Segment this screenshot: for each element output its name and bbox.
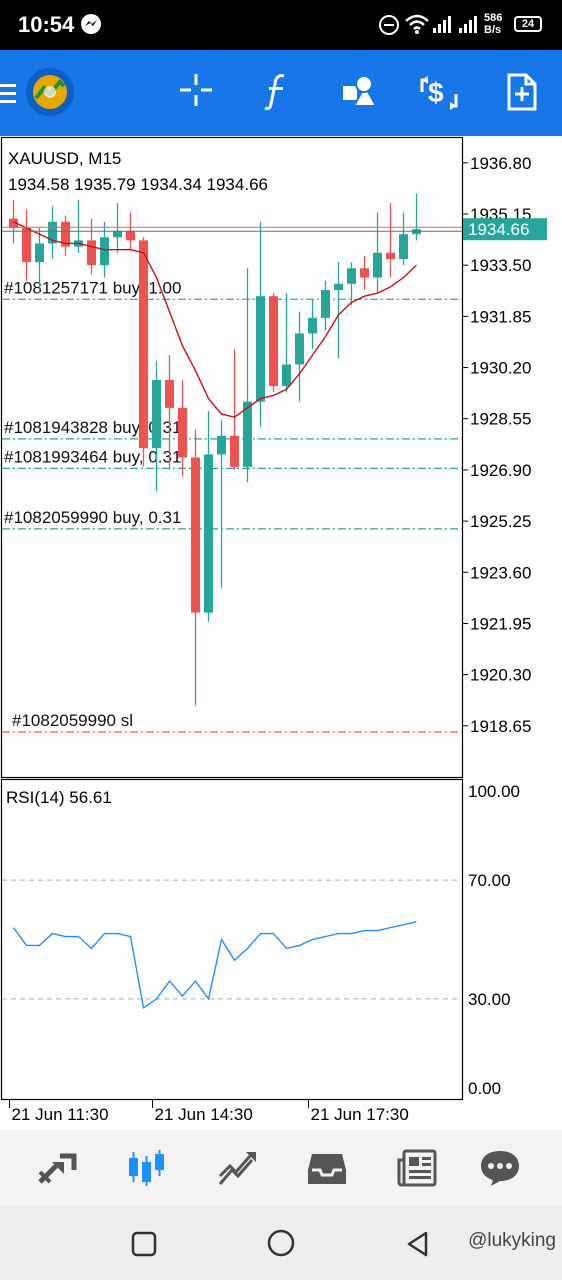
- candle-body: [386, 252, 395, 259]
- candle-body: [360, 268, 369, 278]
- time-label: 21 Jun 17:30: [311, 1105, 409, 1124]
- symbol-label: XAUUSD, M15: [8, 149, 121, 168]
- candle-body: [165, 379, 174, 408]
- price-chart[interactable]: #1081257171 buy, 1.00 #1081943828 buy, 0.…: [0, 136, 562, 1130]
- back-icon[interactable]: [404, 1230, 432, 1258]
- menu-icon[interactable]: [0, 82, 18, 106]
- price-level-label: 1921.95: [470, 614, 531, 633]
- order-label: #1081943828 buy, 0.31: [4, 418, 181, 437]
- rsi-line: [12, 920, 417, 1009]
- bottom-navigation: [0, 1130, 562, 1206]
- candle-body: [178, 407, 187, 458]
- candle-body: [48, 221, 57, 244]
- new-order-icon[interactable]: [506, 72, 538, 112]
- candle-body: [347, 268, 356, 284]
- network-speed: 586 B/s: [484, 12, 502, 36]
- candle-body: [126, 231, 135, 241]
- time-label: 21 Jun 11:30: [12, 1105, 109, 1124]
- candle-body: [295, 333, 304, 365]
- candle-body: [282, 364, 291, 387]
- time-label: 21 Jun 14:30: [155, 1105, 253, 1124]
- watermark: @lukyking: [468, 1230, 556, 1251]
- order-label: #1081257171 buy, 1.00: [4, 278, 181, 297]
- candle-body: [373, 252, 382, 278]
- candle-body: [113, 231, 122, 238]
- current-price-label: 1934.66: [468, 220, 529, 239]
- rsi-frame: [0, 778, 464, 1101]
- signal-icon-2: [459, 16, 477, 33]
- candle-body: [87, 240, 96, 266]
- rsi-level-label: 0.00: [468, 1079, 501, 1098]
- candle-body: [308, 317, 317, 334]
- candle-body: [22, 227, 31, 263]
- candle-body: [35, 243, 44, 263]
- candle-body: [191, 457, 200, 613]
- rsi-level-label: 100.00: [468, 782, 520, 801]
- rsi-level-label: 70.00: [468, 871, 511, 890]
- candle-body: [152, 379, 161, 449]
- price-level-label: 1936.80: [470, 154, 531, 173]
- chat-icon[interactable]: [478, 1148, 522, 1188]
- price-level-label: 1928.55: [470, 410, 531, 429]
- status-bar: 10:54 586 B/s 24: [0, 0, 562, 50]
- trade-history-icon[interactable]: [216, 1148, 258, 1188]
- wifi-icon: [405, 14, 429, 34]
- price-level-label: 1931.85: [470, 307, 531, 326]
- crosshair-icon[interactable]: [178, 72, 214, 108]
- candle-body: [204, 454, 213, 613]
- candle-body: [100, 237, 109, 266]
- rsi-label: RSI(14) 56.61: [6, 788, 112, 807]
- objects-icon[interactable]: [340, 72, 380, 112]
- price-level-label: 1925.25: [470, 512, 531, 531]
- candle-body: [139, 240, 148, 449]
- order-label: #1082059990 buy, 0.31: [4, 508, 181, 527]
- candle-body: [243, 401, 252, 467]
- price-level-label: 1923.60: [470, 563, 531, 582]
- quotes-icon[interactable]: [36, 1148, 78, 1188]
- battery-indicator: 24: [514, 16, 542, 32]
- ohlc-label: 1934.58 1935.79 1934.34 1934.66: [8, 175, 268, 194]
- price-level-label: 1930.20: [470, 359, 531, 378]
- net-speed-unit: B/s: [484, 24, 502, 36]
- moving-average-line: [13, 221, 417, 418]
- candle-body: [321, 289, 330, 318]
- candle-body: [256, 296, 265, 402]
- system-navigation-bar: @lukyking: [0, 1206, 562, 1280]
- candle-body: [269, 296, 278, 387]
- svg-text:$: $: [428, 77, 444, 108]
- main-chart-frame: [0, 136, 464, 779]
- chart-icon[interactable]: [126, 1148, 168, 1188]
- price-level-label: 1926.90: [470, 461, 531, 480]
- recents-icon[interactable]: [130, 1230, 158, 1258]
- price-level-label: 1933.50: [470, 256, 531, 275]
- app-logo[interactable]: [24, 66, 76, 118]
- app-toolbar: $: [0, 50, 562, 136]
- status-time: 10:54: [18, 12, 75, 37]
- candle-body: [217, 435, 226, 455]
- candle-body: [9, 218, 18, 228]
- trade-icon[interactable]: $: [418, 72, 460, 114]
- inbox-icon[interactable]: [306, 1148, 348, 1188]
- dnd-icon: [379, 15, 399, 35]
- news-icon[interactable]: [396, 1148, 438, 1188]
- indicators-icon[interactable]: [262, 72, 292, 112]
- order-label: #1081993464 buy, 0.31: [4, 447, 181, 466]
- price-level-label: 1918.65: [470, 717, 531, 736]
- current-price-tag: [463, 218, 547, 241]
- candle-body: [334, 283, 343, 290]
- candle-body: [61, 221, 70, 247]
- price-level-label: 1920.30: [470, 666, 531, 685]
- signal-icon-1: [433, 16, 451, 33]
- candle-body: [399, 234, 408, 259]
- home-icon[interactable]: [266, 1228, 296, 1258]
- rsi-level-label: 30.00: [468, 990, 511, 1009]
- chart-area[interactable]: #1081257171 buy, 1.00 #1081943828 buy, 0.…: [0, 136, 562, 1130]
- candle-body: [230, 435, 239, 467]
- net-speed-value: 586: [484, 12, 503, 24]
- messenger-icon: [81, 14, 101, 34]
- order-label: #1082059990 sl: [12, 711, 133, 730]
